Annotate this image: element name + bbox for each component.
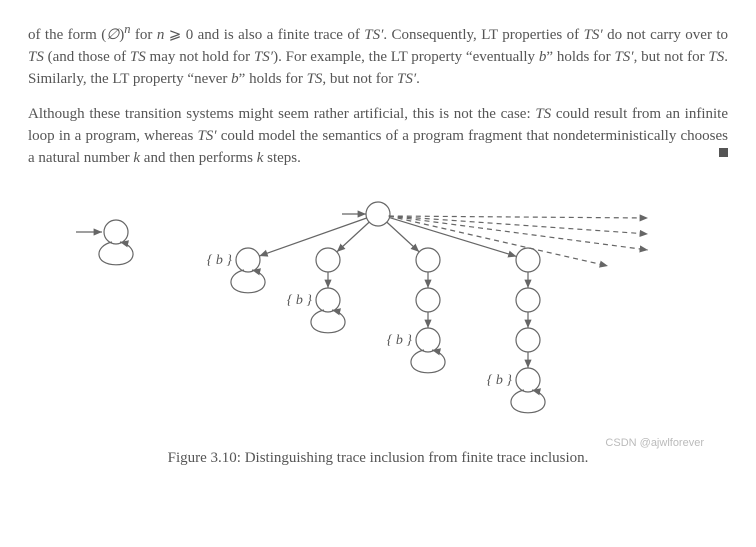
paragraph-2: Although these transition systems might … [28, 104, 728, 169]
ts: TS [708, 49, 724, 65]
ts-prime: TS′ [364, 27, 383, 43]
ts-prime: TS′ [584, 27, 603, 43]
text: , but not for [634, 49, 709, 65]
text: of the form ( [28, 27, 106, 43]
text: , but not for [322, 71, 397, 87]
svg-text:{ b }: { b } [387, 333, 413, 348]
var-b: b [231, 71, 239, 87]
paragraph-1: of the form (∅)n for n ⩾ 0 and is also a… [28, 20, 728, 90]
ts: TS [307, 71, 323, 87]
ts: TS [130, 49, 146, 65]
text: for [131, 27, 157, 43]
text: Although these transition systems might … [28, 106, 535, 122]
text: may not hold for [146, 49, 254, 65]
figure-3-10: { b }{ b }{ b }{ b } Figure 3.10: Distin… [28, 184, 728, 470]
text: (and those of [44, 49, 130, 65]
svg-text:{ b }: { b } [487, 373, 513, 388]
text: . Consequently, LT properties of [383, 27, 583, 43]
text: and then performs [140, 150, 257, 166]
text: . [416, 71, 420, 87]
ts-prime: TS′ [254, 49, 273, 65]
text: ). For example, the LT property “eventua… [273, 49, 539, 65]
svg-text:{ b }: { b } [207, 253, 233, 268]
ts-prime: TS′ [614, 49, 633, 65]
ts-prime: TS′ [397, 71, 416, 87]
text: steps. [263, 150, 301, 166]
figure-svg: { b } { b } { b } { b } [28, 184, 728, 444]
qed-icon [719, 148, 728, 157]
emptyset: ∅ [106, 27, 119, 43]
text: ” holds for [239, 71, 307, 87]
text: ⩾ 0 and is also a finite trace of [164, 27, 364, 43]
watermark: CSDN @ajwlforever [605, 436, 704, 452]
text: do not carry over to [603, 27, 728, 43]
text: ” holds for [546, 49, 614, 65]
ts: TS [28, 49, 44, 65]
ts: TS [535, 106, 551, 122]
svg-text:{ b }: { b } [287, 293, 313, 308]
ts-prime: TS′ [197, 128, 216, 144]
